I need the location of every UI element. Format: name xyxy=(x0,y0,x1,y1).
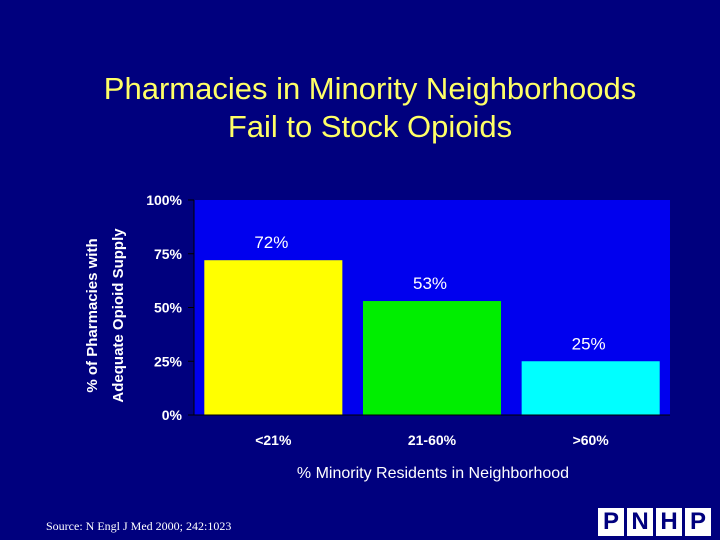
title-line-2: Fail to Stock Opioids xyxy=(227,109,513,144)
bar xyxy=(362,301,502,415)
title-line-1: Pharmacies in Minority Neighborhoods xyxy=(103,71,637,106)
y-axis-title-line-1: % of Pharmacies with xyxy=(84,238,101,392)
y-tick-label: 100% xyxy=(146,192,182,208)
y-tick-label: 25% xyxy=(154,353,183,369)
y-tick-label: 50% xyxy=(154,300,183,316)
y-axis-title-line-2: Adequate Opioid Supply xyxy=(110,228,127,403)
x-tick-label: >60% xyxy=(573,432,610,448)
x-tick-label: 21-60% xyxy=(408,432,457,448)
logo-letter: N xyxy=(627,508,653,536)
x-axis-title: % Minority Residents in Neighborhood xyxy=(297,465,569,482)
slide-title: Pharmacies in Minority Neighborhoods Fai… xyxy=(0,70,720,146)
x-tick-label: <21% xyxy=(255,432,292,448)
data-label: 72% xyxy=(254,233,288,252)
bar xyxy=(521,361,660,415)
pnhp-logo: P N H P xyxy=(598,508,711,536)
logo-letter: P xyxy=(598,508,624,536)
bar xyxy=(204,260,343,415)
logo-letter: H xyxy=(656,508,682,536)
logo-letter: P xyxy=(685,508,711,536)
data-label: 25% xyxy=(572,334,606,353)
data-label: 53% xyxy=(413,274,447,293)
y-tick-label: 0% xyxy=(162,407,183,423)
y-tick-label: 75% xyxy=(154,246,183,262)
source-citation: Source: N Engl J Med 2000; 242:1023 xyxy=(46,519,232,533)
